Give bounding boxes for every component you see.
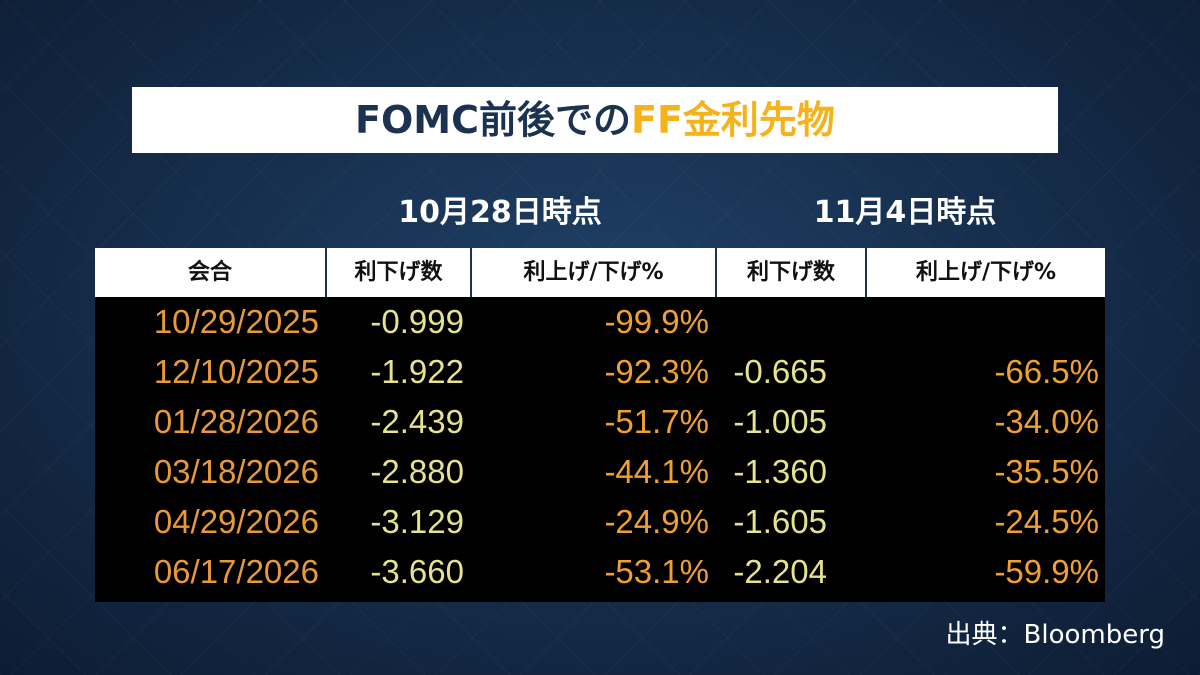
table-cell: -51.7% (604, 403, 709, 440)
column-header: 利上げ/下げ% (470, 248, 715, 297)
table-cell: -66.5% (994, 353, 1099, 390)
table-body (95, 297, 1105, 602)
table-cell: -0.665 (733, 353, 827, 390)
title: FOMC前後での (355, 98, 632, 142)
group-header: 10月28日時点 (398, 195, 602, 230)
column-header: 利下げ数 (325, 248, 470, 297)
table-cell: -92.3% (604, 353, 709, 390)
title-accent: FF金利先物 (631, 98, 835, 142)
table-cell: -34.0% (994, 403, 1099, 440)
table-cell: -24.9% (604, 503, 709, 540)
table-cell: -1.922 (370, 353, 464, 390)
table-cell: 03/18/2026 (153, 453, 319, 490)
table-cell: -35.5% (994, 453, 1099, 490)
table-cell: -2.880 (370, 453, 464, 490)
table-cell: -2.439 (370, 403, 464, 440)
table-cell: -3.129 (370, 503, 464, 540)
table-cell: -99.9% (604, 303, 709, 340)
table-cell: 04/29/2026 (153, 503, 319, 540)
group-header: 11月4日時点 (813, 195, 997, 230)
column-header: 利下げ数 (715, 248, 865, 297)
table-header (95, 248, 1105, 297)
table-cell: -1.005 (733, 403, 827, 440)
table-cell: -1.360 (733, 453, 827, 490)
table-cell: -1.605 (733, 503, 827, 540)
table-cell: 01/28/2026 (153, 403, 319, 440)
column-header: 利上げ/下げ% (865, 248, 1105, 297)
table-cell: 10/29/2025 (153, 303, 319, 340)
source: 出典：Bloomberg (945, 620, 1165, 650)
table-cell: -53.1% (604, 553, 709, 590)
table-cell: 06/17/2026 (153, 553, 319, 590)
table-cell: -3.660 (370, 553, 464, 590)
table-cell: -59.9% (994, 553, 1099, 590)
table-cell: -2.204 (733, 553, 827, 590)
table-cell: 12/10/2025 (153, 353, 319, 390)
table-cell: -24.5% (994, 503, 1099, 540)
table-cell: -0.999 (370, 303, 464, 340)
column-header: 会合 (187, 260, 232, 285)
table-cell: -44.1% (604, 453, 709, 490)
title-box: FOMC前後でのFF金利先物 (132, 87, 1058, 153)
